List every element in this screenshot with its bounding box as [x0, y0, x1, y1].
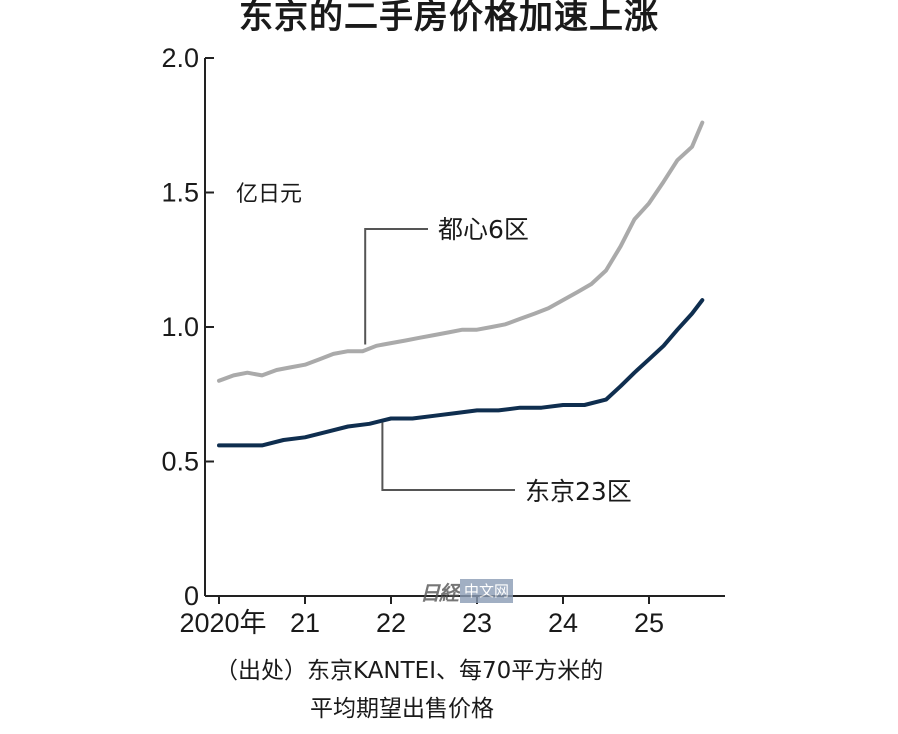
series-line-0	[217, 120, 705, 383]
source-note: （出处）东京KANTEI、每70平方米的 平均期望出售价格	[215, 652, 775, 728]
y-tick-label: 1.0	[161, 312, 199, 342]
y-tick-label: 2.0	[161, 43, 199, 73]
series-layer	[217, 120, 705, 448]
series-label-leader	[381, 422, 515, 491]
x-tick-label: 22	[376, 608, 406, 638]
x-tick-label: 24	[548, 608, 578, 638]
series-line-1	[217, 298, 705, 448]
source-note-line-1: （出处）东京KANTEI、每70平方米的	[215, 658, 604, 684]
x-tick-label: 21	[290, 608, 320, 638]
watermark-text: 中文网	[460, 579, 514, 603]
series-label: 东京23区	[525, 477, 632, 506]
chart-title: 东京的二手房价格加速上涨	[239, 0, 659, 37]
series-label-leader	[364, 228, 428, 345]
unit-label: 亿日元	[236, 182, 302, 207]
source-note-line-2: 平均期望出售价格	[310, 696, 494, 722]
y-tick-label: 1.5	[161, 178, 199, 208]
watermark: 日経 中文网	[420, 578, 514, 605]
series-label: 都心6区	[438, 215, 529, 244]
x-tick-label: 25	[634, 608, 664, 638]
y-tick-label: 0	[184, 581, 199, 611]
watermark-logo: 日経	[420, 580, 459, 605]
x-tick-label: 23	[462, 608, 492, 638]
y-tick-label: 0.5	[161, 447, 199, 477]
x-tick-label: 2020年	[179, 608, 266, 638]
